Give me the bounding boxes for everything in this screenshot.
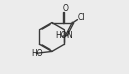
Text: O: O — [63, 4, 68, 13]
Text: N: N — [67, 31, 72, 40]
Text: Cl: Cl — [77, 13, 85, 22]
Text: HO: HO — [55, 31, 67, 40]
Text: HO: HO — [32, 49, 43, 58]
